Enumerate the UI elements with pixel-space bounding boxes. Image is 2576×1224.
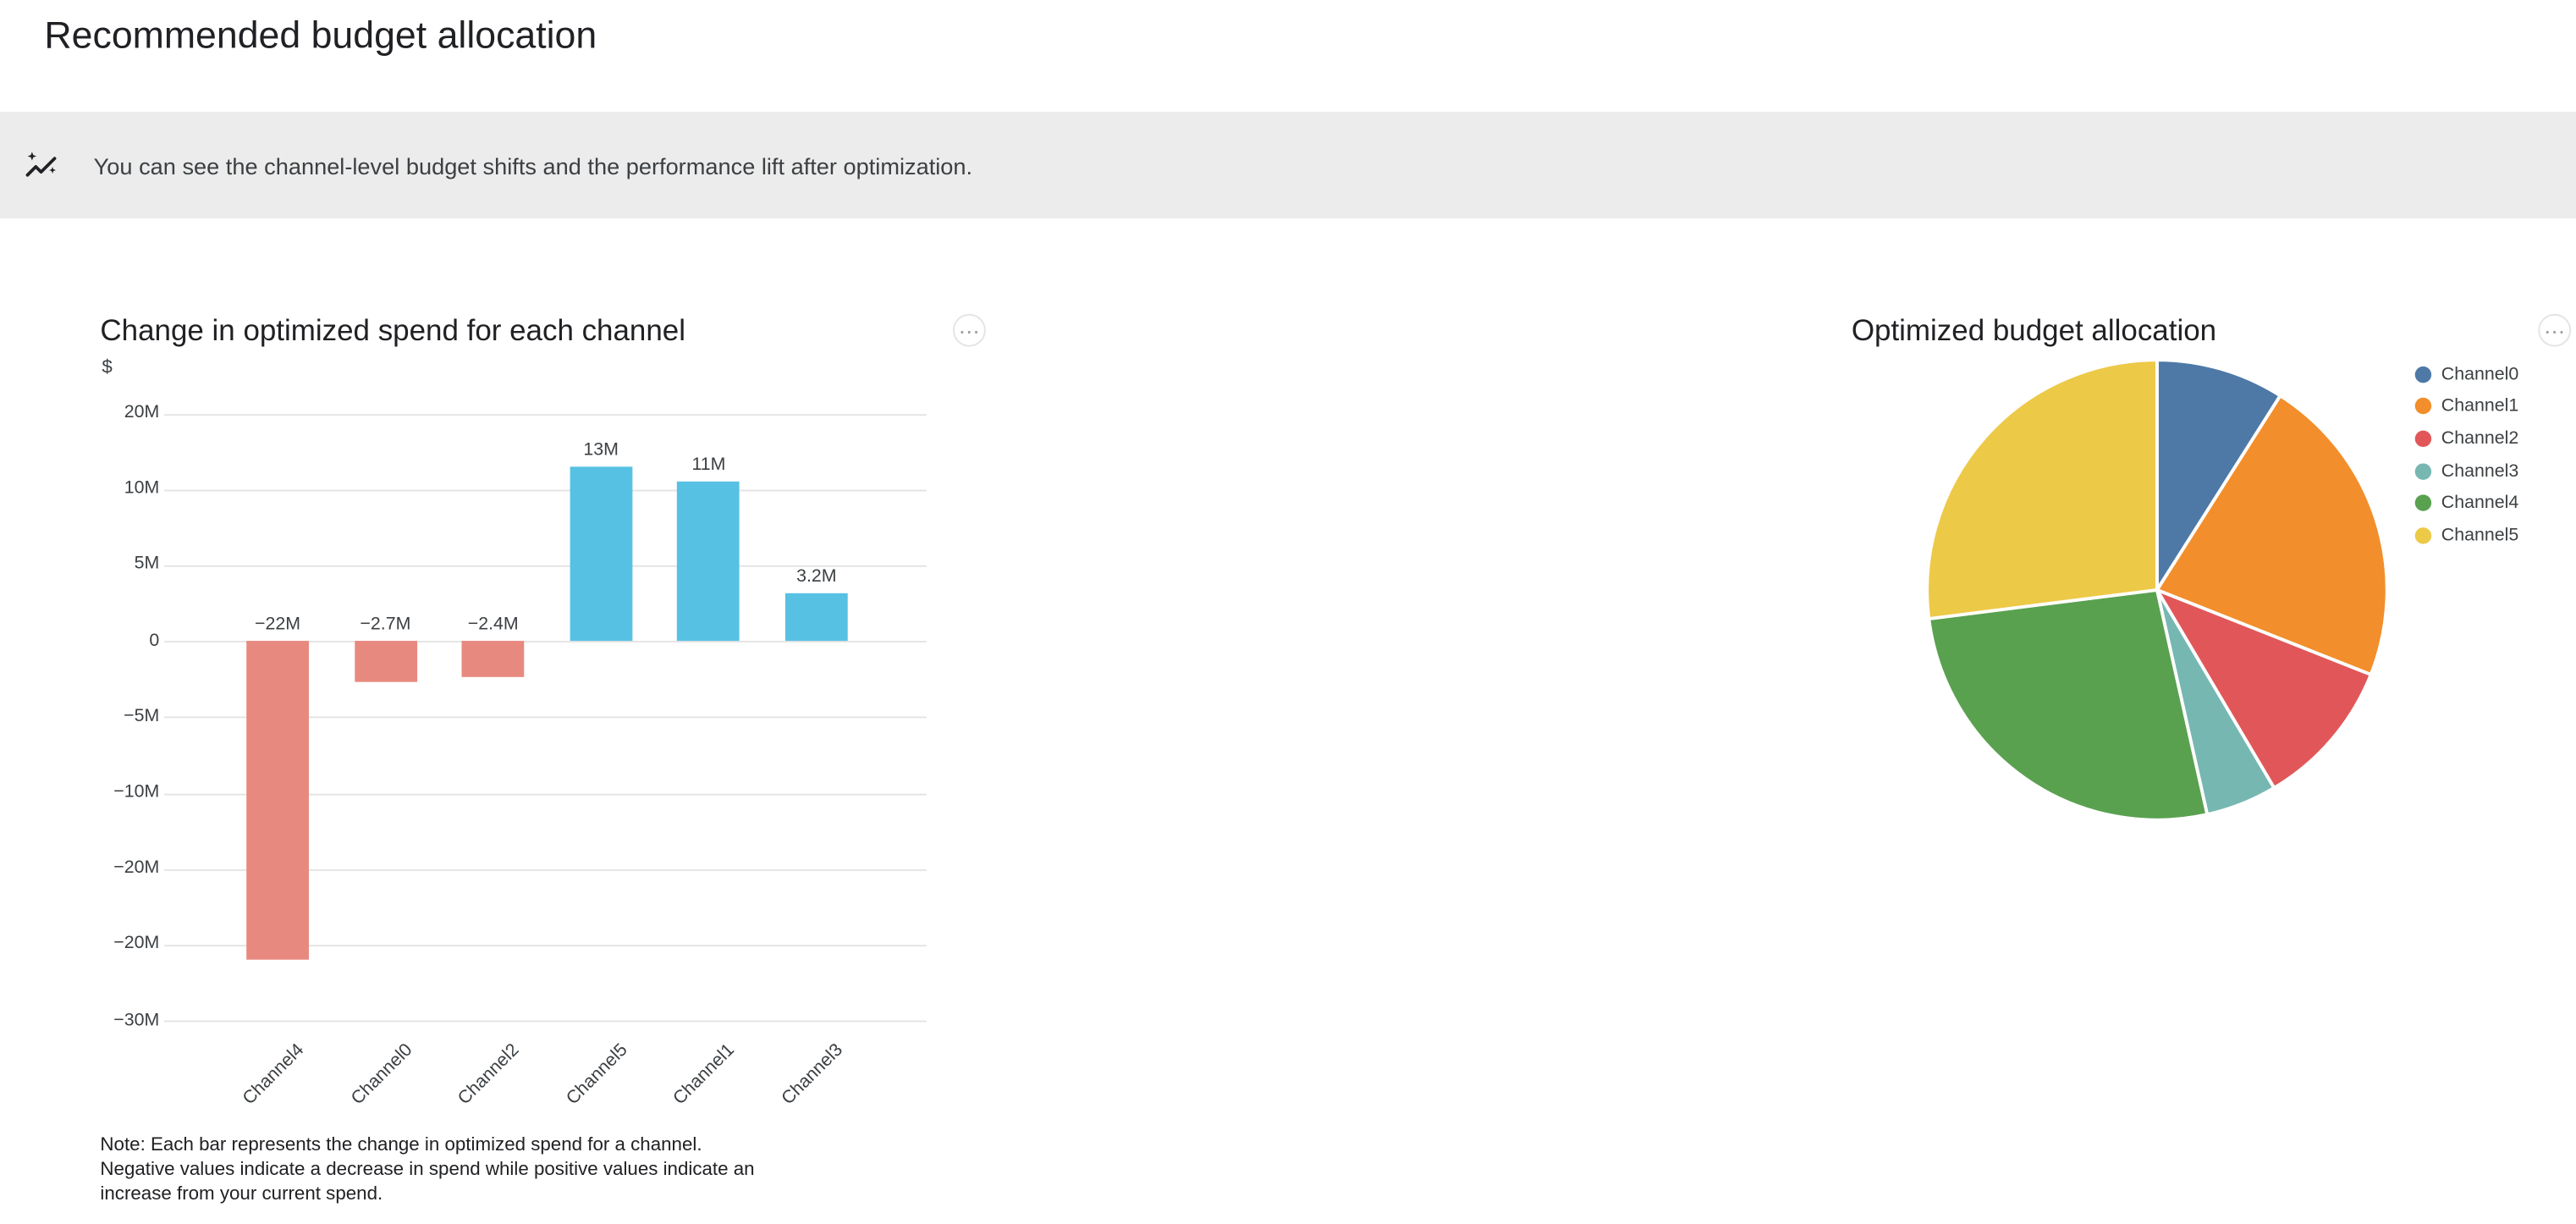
- y-tick-label: 20M: [124, 402, 160, 422]
- legend-label: Channel3: [2441, 460, 2519, 481]
- legend-item-channel5: Channel5: [2414, 519, 2571, 551]
- gridline: [164, 945, 927, 946]
- y-tick-label: −30M: [113, 1010, 160, 1030]
- legend-label: Channel1: [2441, 396, 2519, 416]
- more-options-icon: ⋯: [958, 317, 980, 343]
- y-tick-label: −5M: [124, 706, 160, 726]
- legend-label: Channel2: [2441, 428, 2519, 449]
- y-tick-label: −10M: [113, 782, 160, 802]
- page-title: Recommended budget allocation: [44, 13, 597, 57]
- y-tick-label: 5M: [134, 554, 160, 575]
- gridline: [164, 565, 927, 567]
- legend-label: Channel0: [2441, 364, 2519, 384]
- gridline: [164, 488, 927, 491]
- x-axis-label: Channel5: [562, 1039, 632, 1109]
- bar-chart-title: Change in optimized spend for each chann…: [100, 313, 686, 347]
- legend-item-channel0: Channel0: [2414, 358, 2571, 390]
- pie-chart-title: Optimized budget allocation: [1851, 313, 2217, 347]
- bar-channel3: [784, 592, 848, 642]
- more-options-icon: ⋯: [2544, 317, 2566, 343]
- y-axis-unit-label: $: [102, 358, 113, 378]
- x-axis-label: Channel3: [778, 1039, 847, 1109]
- pie-slice-channel2: [2155, 587, 2373, 790]
- bar-chart-more-options-button[interactable]: ⋯: [952, 313, 986, 347]
- bar-value-label: 3.2M: [796, 565, 837, 587]
- bar-value-label: −22M: [255, 615, 301, 635]
- pie-legend: Channel0 Channel1 Channel2 Channel3 Channel4…: [2414, 358, 2571, 551]
- legend-label: Channel4: [2441, 493, 2519, 514]
- y-tick-label: −20M: [113, 857, 160, 879]
- legend-swatch: [2414, 430, 2432, 448]
- legend-swatch: [2414, 366, 2432, 383]
- x-axis-label: Channel4: [239, 1039, 308, 1109]
- bar-value-label: −2.7M: [360, 615, 411, 635]
- bar-chart-note: Note: Each bar represents the change in …: [100, 1135, 755, 1205]
- gridline: [164, 792, 927, 795]
- bar-channel0: [354, 641, 417, 682]
- gridline: [164, 413, 927, 416]
- gridline: [164, 868, 927, 871]
- pie-slice-channel5: [1925, 358, 2159, 620]
- legend-swatch: [2414, 527, 2432, 544]
- legend-label: Channel5: [2441, 525, 2519, 546]
- info-banner: You can see the channel-level budget shi…: [0, 112, 2576, 219]
- pie-chart: [1925, 358, 2389, 822]
- x-axis-label: Channel1: [670, 1039, 740, 1109]
- legend-swatch: [2414, 462, 2432, 480]
- gridline: [164, 716, 927, 719]
- gridline: [164, 641, 927, 643]
- bar-channel4: [246, 641, 309, 960]
- insights-icon: [23, 148, 59, 185]
- pie-slice-channel0: [2155, 358, 2282, 592]
- y-tick-label: 10M: [124, 478, 160, 499]
- y-tick-label: −20M: [113, 934, 160, 954]
- legend-item-channel2: Channel2: [2414, 422, 2571, 455]
- legend-item-channel3: Channel3: [2414, 455, 2571, 487]
- bar-value-label: −2.4M: [467, 615, 519, 635]
- x-axis-label: Channel0: [347, 1039, 416, 1109]
- legend-item-channel1: Channel1: [2414, 390, 2571, 422]
- pie-slice-channel4: [1927, 587, 2210, 822]
- bar-channel5: [570, 466, 633, 642]
- pie-chart-more-options-button[interactable]: ⋯: [2538, 313, 2572, 347]
- y-tick-label: 0: [149, 630, 160, 650]
- pie-slice-channel1: [2155, 394, 2389, 676]
- gridline: [164, 1020, 927, 1023]
- legend-swatch: [2414, 494, 2432, 512]
- bar-channel1: [677, 481, 740, 642]
- bar-channel2: [461, 641, 525, 678]
- info-banner-text: You can see the channel-level budget shi…: [93, 152, 973, 179]
- bar-value-label: 13M: [583, 439, 619, 460]
- legend-swatch: [2414, 398, 2432, 415]
- x-axis-label: Channel2: [454, 1039, 524, 1109]
- legend-item-channel4: Channel4: [2414, 487, 2571, 519]
- bar-value-label: 11M: [691, 455, 726, 476]
